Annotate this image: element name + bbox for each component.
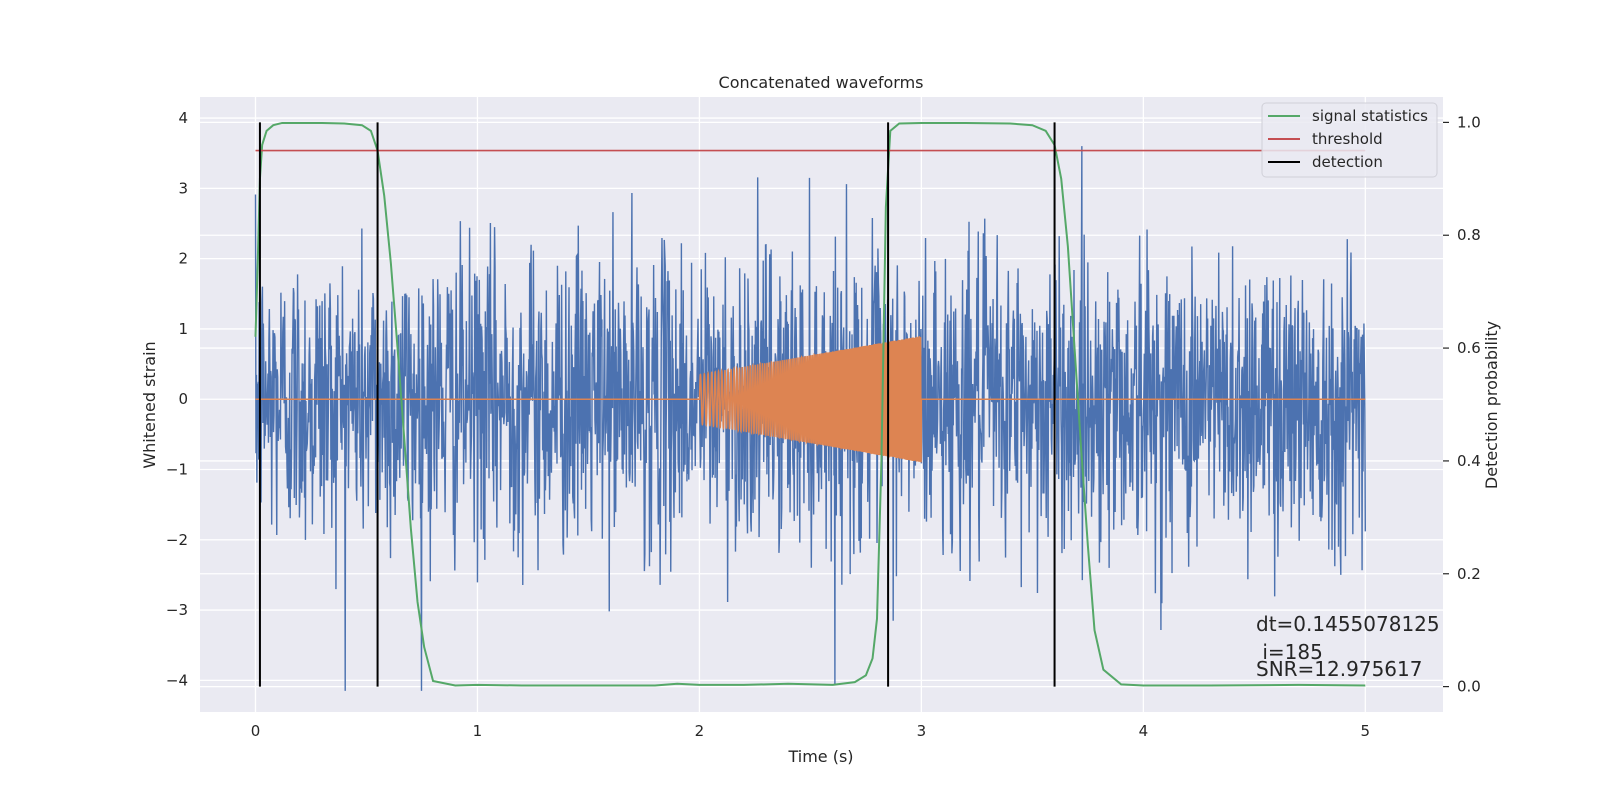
annotation-dt: dt=0.1455078125: [1256, 612, 1440, 636]
y-tick-label: 2: [178, 250, 188, 268]
legend-label-signal-statistics: signal statistics: [1312, 107, 1428, 125]
series-chirp-line: [255, 336, 1366, 463]
y2-tick-label: 0.2: [1457, 565, 1481, 583]
x-tick-label: 0: [251, 722, 261, 740]
y-tick-label: 0: [178, 390, 188, 408]
legend-label-detection: detection: [1312, 153, 1383, 171]
x-tick-label: 1: [473, 722, 483, 740]
y-tick-label: −1: [166, 461, 188, 479]
y-tick-label: −2: [166, 531, 188, 549]
legend: signal statistics threshold detection: [1261, 102, 1438, 178]
series-layer: [254, 121, 1367, 691]
y-tick-label: 4: [178, 109, 188, 127]
legend-box: [1261, 102, 1438, 178]
x-tick-label: 4: [1139, 722, 1149, 740]
tick-labels: 0 1 2 3 4 5 −4 −3 −2 −1 0 1 2 3 4 0.0 0.2 0.4 0.6 0.8 1.0: [166, 109, 1481, 740]
y2-tick-label: 1.0: [1457, 113, 1481, 131]
y2-tick-label: 0.6: [1457, 339, 1481, 357]
x-tick-label: 5: [1361, 722, 1371, 740]
y-tick-label: 3: [178, 179, 188, 197]
y-tick-label: −3: [166, 601, 188, 619]
y-tick-label: −4: [166, 671, 188, 689]
y2-axis-label: Detection probability: [1482, 321, 1501, 489]
x-tick-label: 2: [695, 722, 705, 740]
y-axis-label: Whitened strain: [140, 341, 159, 468]
y2-tick-label: 0.4: [1457, 452, 1481, 470]
annotation-i: i=185: [1256, 640, 1323, 664]
x-tick-label: 3: [917, 722, 927, 740]
y2-tick-label: 0.8: [1457, 226, 1481, 244]
series-signal-statistics-line: [254, 121, 1366, 687]
y-tick-label: 1: [178, 320, 188, 338]
y2-tick-label: 0.0: [1457, 678, 1481, 696]
chart-title: Concatenated waveforms: [719, 73, 924, 92]
x-axis-label: Time (s): [787, 747, 853, 766]
legend-label-threshold: threshold: [1312, 130, 1383, 148]
annotation-snr: SNR=12.975617: [1256, 657, 1422, 681]
